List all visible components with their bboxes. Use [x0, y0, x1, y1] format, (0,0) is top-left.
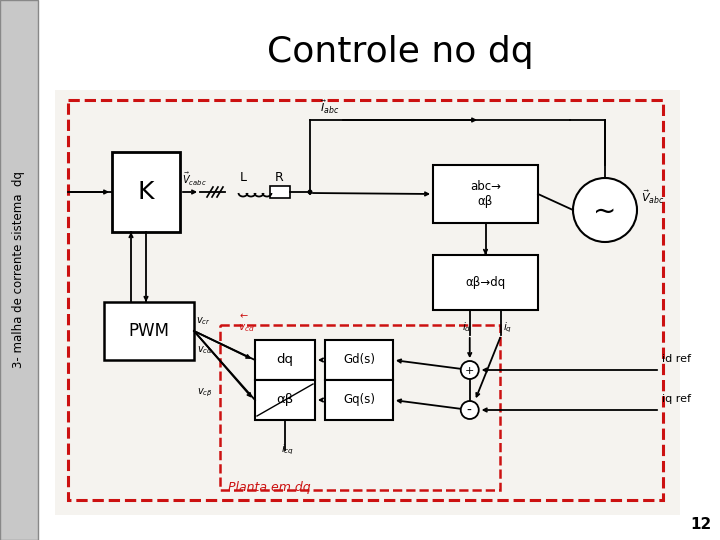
Text: $v_{cd}$: $v_{cd}$: [238, 322, 255, 334]
Bar: [325, 340, 393, 380]
Circle shape: [461, 361, 479, 379]
Text: iq ref: iq ref: [662, 394, 691, 404]
Text: $\vec{V}_{abc}$: $\vec{V}_{abc}$: [641, 188, 665, 206]
Circle shape: [461, 401, 479, 419]
Bar: [255, 340, 315, 380]
Text: $\vec{V}_{cabc}$: $\vec{V}_{cabc}$: [182, 171, 207, 188]
Text: L: L: [240, 171, 247, 184]
Bar: [220, 325, 500, 490]
Text: $v_{c\alpha}$: $v_{c\alpha}$: [197, 344, 213, 356]
Bar: [104, 302, 194, 360]
Bar: [433, 255, 538, 310]
Text: Controle no dq: Controle no dq: [266, 35, 534, 69]
Bar: [55, 90, 680, 515]
Text: -: -: [467, 404, 471, 418]
Text: $v_{c\beta}$: $v_{c\beta}$: [197, 387, 212, 399]
Text: $\leftarrow$: $\leftarrow$: [238, 310, 250, 320]
Text: 12: 12: [690, 517, 712, 532]
Text: ~: ~: [593, 198, 617, 226]
Text: Planta em dq: Planta em dq: [228, 482, 310, 495]
Text: Gd(s): Gd(s): [343, 354, 375, 367]
Text: PWM: PWM: [128, 322, 169, 340]
Text: R: R: [275, 171, 284, 184]
Bar: [0, 0, 38, 540]
Text: αβ→dq: αβ→dq: [465, 276, 505, 289]
Text: αβ: αβ: [276, 394, 294, 407]
Circle shape: [307, 190, 312, 194]
Bar: [325, 380, 393, 420]
Text: dq: dq: [276, 354, 294, 367]
Text: $v_{cr}$: $v_{cr}$: [196, 315, 211, 327]
Bar: [255, 380, 315, 420]
Text: Gq(s): Gq(s): [343, 394, 375, 407]
Text: $i_{cq}$: $i_{cq}$: [281, 442, 294, 457]
Text: abc→
αβ: abc→ αβ: [470, 180, 501, 208]
Text: $i_q$: $i_q$: [503, 320, 513, 335]
Text: $i_d$: $i_d$: [462, 320, 472, 334]
Text: $\vec{I}_{abc}$: $\vec{I}_{abc}$: [320, 98, 339, 116]
Bar: [433, 165, 538, 223]
Circle shape: [573, 178, 637, 242]
Text: K: K: [138, 180, 154, 204]
Bar: [112, 152, 180, 232]
Text: +: +: [465, 366, 474, 376]
Bar: [68, 100, 663, 500]
Bar: [270, 186, 290, 198]
Text: id ref: id ref: [662, 354, 691, 364]
Text: 3- malha de corrente sistema  dq: 3- malha de corrente sistema dq: [12, 172, 25, 368]
